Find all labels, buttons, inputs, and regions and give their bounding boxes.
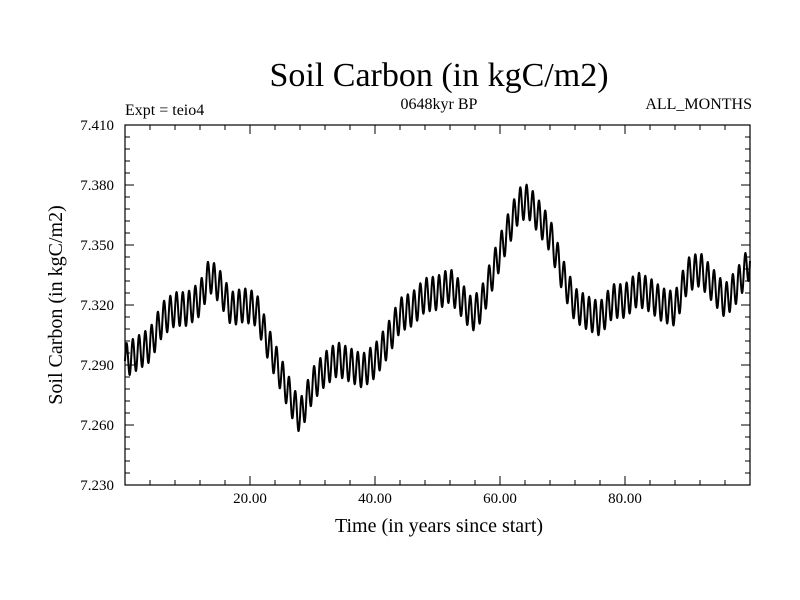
- period-label: 0648kyr BP: [401, 96, 478, 113]
- y-tick-label: 7.290: [80, 358, 114, 374]
- x-axis-label: Time (in years since start): [335, 515, 543, 537]
- y-tick-label: 7.230: [80, 478, 114, 494]
- series-line-soil-carbon: [124, 183, 751, 432]
- y-axis-label: Soil Carbon (in kgC/m2): [45, 205, 67, 404]
- x-axis-ticks: 20.00 40.00 60.00 80.00: [149, 125, 726, 507]
- y-tick-label: 7.320: [80, 298, 114, 314]
- plot-frame: [124, 124, 751, 486]
- x-tick-label: 20.00: [233, 491, 267, 507]
- x-tick-label: 60.00: [483, 491, 517, 507]
- chart-title: Soil Carbon (in kgC/m2): [269, 57, 608, 94]
- data-series: [124, 183, 751, 432]
- x-tick-label: 80.00: [608, 491, 642, 507]
- y-tick-label: 7.350: [80, 238, 114, 254]
- x-tick-label: 40.00: [358, 491, 392, 507]
- y-tick-label: 7.410: [80, 118, 114, 134]
- experiment-label: Expt = teio4: [125, 102, 204, 119]
- y-tick-label: 7.260: [80, 418, 114, 434]
- y-tick-label: 7.380: [80, 178, 114, 194]
- months-label: ALL_MONTHS: [645, 96, 752, 113]
